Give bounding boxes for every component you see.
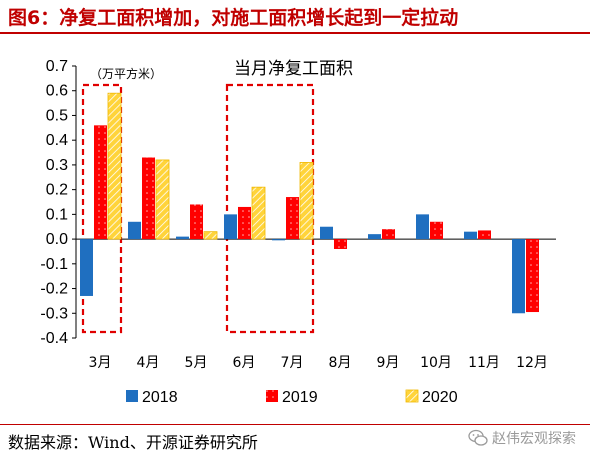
y-tick-label: 0.5 bbox=[46, 107, 68, 124]
y-tick-label: -0.2 bbox=[40, 281, 68, 298]
bar-2019-9月 bbox=[382, 229, 395, 240]
y-tick-label: 0.3 bbox=[46, 157, 68, 174]
bar-2018-11月 bbox=[464, 231, 477, 240]
legend-label-2020: 2020 bbox=[422, 389, 458, 406]
bar-2018-10月 bbox=[416, 214, 429, 240]
y-tick-label: 0.7 bbox=[46, 58, 68, 75]
bar-2020-4月 bbox=[155, 159, 170, 240]
x-tick-label: 3月 bbox=[89, 355, 112, 371]
bar-2019-6月 bbox=[238, 206, 251, 240]
bars bbox=[80, 92, 539, 314]
x-tick-label: 8月 bbox=[329, 355, 352, 371]
bar-2018-3月 bbox=[80, 239, 93, 296]
bar-2019-8月 bbox=[334, 239, 347, 249]
chart-annotation: 当月净复工面积 bbox=[234, 59, 353, 79]
bar-2019-3月 bbox=[94, 125, 107, 240]
bar-2018-5月 bbox=[176, 236, 189, 240]
x-tick-label: 7月 bbox=[281, 355, 304, 371]
bar-2020-7月 bbox=[299, 162, 314, 240]
watermark-text: 赵伟宏观探索 bbox=[492, 431, 576, 447]
bar-2018-6月 bbox=[224, 214, 237, 240]
bar-chart: 0.7 0.6 0.5 0.4 0.3 0.2 0.1 0.0 -0.1 -0.2 -0.3 -0.4… bbox=[40, 58, 556, 406]
y-tick-label: 0.4 bbox=[46, 132, 68, 149]
x-tick-label: 12月 bbox=[516, 355, 548, 371]
y-tick-label: -0.4 bbox=[40, 330, 68, 347]
bar-2019-7月 bbox=[286, 197, 299, 240]
bar-2019-11月 bbox=[478, 230, 491, 240]
x-tick-label: 5月 bbox=[185, 355, 208, 371]
bar-2020-3月 bbox=[107, 92, 122, 240]
y-tick-label: 0.1 bbox=[46, 206, 68, 223]
x-tick-label: 6月 bbox=[233, 355, 256, 371]
source-note: 数据来源：Wind、开源证券研究所 bbox=[8, 433, 258, 452]
legend-label-2019: 2019 bbox=[282, 389, 318, 406]
legend-swatch-2019 bbox=[266, 390, 278, 402]
wechat-icon bbox=[468, 429, 488, 446]
bar-2018-4月 bbox=[128, 221, 141, 240]
figure-title: 图6：净复工面积增加，对施工面积增长起到一定拉动 bbox=[8, 7, 459, 29]
legend-swatch-2020 bbox=[405, 389, 419, 403]
legend-label-2018: 2018 bbox=[142, 389, 178, 406]
bar-2018-7月 bbox=[272, 239, 285, 241]
y-tick-label: 0.0 bbox=[46, 231, 68, 248]
unit-label: （万平方米） bbox=[90, 66, 162, 81]
footer-divider bbox=[0, 424, 590, 425]
legend: 2018 2019 2020 bbox=[126, 389, 458, 406]
legend-swatch-2018 bbox=[126, 390, 138, 402]
bar-2019-10月 bbox=[430, 221, 443, 240]
y-tick-label: -0.3 bbox=[40, 305, 68, 322]
watermark: 赵伟宏观探索 bbox=[468, 428, 576, 448]
y-tick-label: 0.2 bbox=[46, 182, 68, 199]
x-tick-label: 4月 bbox=[137, 355, 160, 371]
x-tick-label: 10月 bbox=[420, 355, 452, 371]
x-tick-label: 9月 bbox=[377, 355, 400, 371]
bar-2020-5月 bbox=[203, 231, 218, 240]
bar-2018-12月 bbox=[512, 239, 525, 314]
labels: 0.7 0.6 0.5 0.4 0.3 0.2 0.1 0.0 -0.1 -0.2 -0.3 -0.4… bbox=[40, 58, 547, 371]
bar-2019-5月 bbox=[190, 204, 203, 240]
title-divider bbox=[0, 32, 590, 34]
bar-2018-8月 bbox=[320, 226, 333, 240]
bar-2019-4月 bbox=[142, 157, 155, 240]
y-tick-label: -0.1 bbox=[40, 256, 68, 273]
bar-2020-6月 bbox=[251, 186, 266, 240]
x-tick-label: 11月 bbox=[468, 355, 500, 371]
highlight-box-2 bbox=[225, 83, 315, 334]
bar-2019-12月 bbox=[526, 239, 539, 313]
y-tick-label: 0.6 bbox=[46, 83, 68, 100]
bar-2018-9月 bbox=[368, 234, 381, 240]
